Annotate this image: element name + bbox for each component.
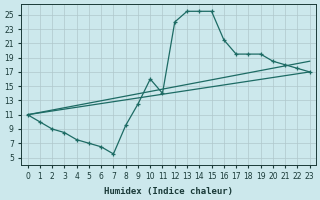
X-axis label: Humidex (Indice chaleur): Humidex (Indice chaleur) [104,187,233,196]
